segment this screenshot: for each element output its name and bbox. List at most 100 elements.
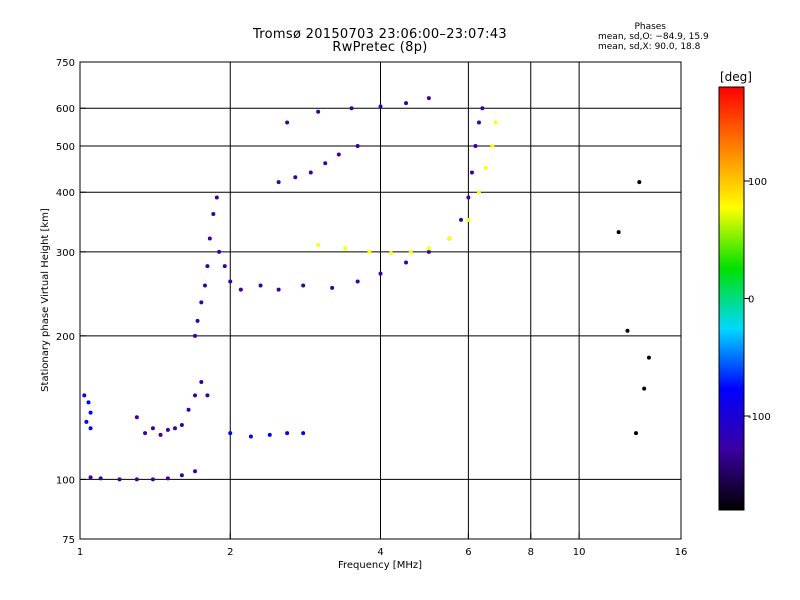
data-point — [276, 180, 281, 185]
y-tick-label: 750 — [56, 58, 75, 69]
data-point — [228, 431, 233, 436]
data-point — [642, 386, 647, 391]
data-point — [476, 120, 481, 125]
data-point — [158, 432, 163, 437]
x-tick-label: 10 — [573, 547, 586, 558]
data-point — [228, 279, 233, 284]
data-point — [447, 236, 452, 241]
stats-heading: Phases — [634, 22, 666, 32]
data-point — [473, 143, 478, 148]
data-point — [633, 431, 638, 436]
data-point — [217, 249, 222, 254]
data-point — [404, 101, 409, 106]
data-point — [193, 333, 198, 338]
data-point — [316, 243, 321, 248]
data-point — [193, 469, 198, 474]
stats-line-x: mean, sd,X: 90.0, 18.8 — [598, 42, 701, 52]
data-point — [199, 380, 204, 385]
colorbar-ticks: 100 0 -100 — [744, 177, 771, 423]
data-points — [82, 96, 651, 482]
data-point — [301, 431, 306, 436]
grid-lines — [80, 62, 681, 539]
data-point — [625, 328, 630, 333]
phase-stats: Phases mean, sd,O: −84.9, 15.9 mean, sd,… — [598, 22, 728, 52]
data-point — [426, 246, 431, 251]
data-point — [211, 212, 216, 217]
chart-title: Tromsø 20150703 23:06:00–23:07:43 — [252, 27, 508, 42]
data-point — [355, 143, 360, 148]
data-point — [336, 152, 341, 157]
data-point — [330, 285, 335, 290]
data-point — [466, 217, 471, 222]
data-point — [316, 109, 321, 114]
data-point — [84, 419, 89, 424]
x-tick-label: 2 — [227, 547, 233, 558]
data-point — [426, 96, 431, 101]
data-point — [134, 477, 139, 482]
data-point — [88, 475, 93, 480]
data-point — [165, 476, 170, 481]
data-point — [367, 249, 372, 254]
data-point — [293, 175, 298, 180]
data-point — [469, 170, 474, 175]
data-point — [117, 477, 122, 482]
data-point — [88, 410, 93, 415]
data-point — [276, 287, 281, 292]
data-point — [82, 393, 87, 398]
data-point — [323, 161, 328, 166]
data-point — [186, 407, 191, 412]
y-tick-label: 75 — [62, 535, 75, 546]
data-point — [195, 318, 200, 323]
colorbar-tick-label: 100 — [748, 177, 767, 188]
data-point — [267, 432, 272, 437]
data-point — [98, 476, 103, 481]
y-tick-label: 300 — [56, 248, 75, 259]
data-point — [616, 230, 621, 235]
data-point — [165, 427, 170, 432]
colorbar-tick-label: -100 — [748, 412, 771, 423]
x-tick-label: 8 — [528, 547, 534, 558]
y-axis-label: Stationary phase Virtual Height [km] — [40, 208, 51, 392]
data-point — [308, 170, 313, 175]
data-point — [150, 477, 155, 482]
data-point — [408, 249, 413, 254]
data-point — [355, 279, 360, 284]
data-point — [214, 195, 219, 200]
data-point — [179, 473, 184, 478]
data-point — [179, 423, 184, 428]
data-point — [378, 104, 383, 109]
x-tick-label: 16 — [675, 547, 688, 558]
data-point — [389, 251, 394, 256]
x-tick-label: 6 — [465, 547, 471, 558]
data-point — [172, 426, 177, 431]
data-point — [404, 260, 409, 265]
y-tick-label: 400 — [56, 188, 75, 199]
y-tick-label: 100 — [56, 475, 75, 486]
data-point — [88, 426, 93, 431]
data-point — [207, 236, 212, 241]
colorbar-tick-label: 0 — [748, 295, 754, 306]
data-point — [222, 264, 227, 269]
data-point — [301, 283, 306, 288]
data-point — [490, 143, 495, 148]
data-point — [459, 217, 464, 222]
data-point — [285, 120, 290, 125]
data-point — [143, 431, 148, 436]
data-point — [202, 283, 207, 288]
data-point — [480, 106, 485, 111]
axis-ticks: 1 2 4 6 8 10 16 75 100 200 300 400 500 600 750 — [56, 58, 687, 558]
data-point — [466, 195, 471, 200]
data-point — [349, 106, 354, 111]
x-axis-label: Frequency [MHz] — [338, 560, 422, 571]
data-point — [476, 190, 481, 195]
data-point — [134, 415, 139, 420]
data-point — [378, 271, 383, 276]
stats-line-o: mean, sd,O: −84.9, 15.9 — [598, 32, 709, 42]
x-tick-label: 4 — [377, 547, 383, 558]
data-point — [637, 180, 642, 185]
data-point — [426, 249, 431, 254]
data-point — [205, 264, 210, 269]
data-point — [343, 246, 348, 251]
data-point — [285, 431, 290, 436]
